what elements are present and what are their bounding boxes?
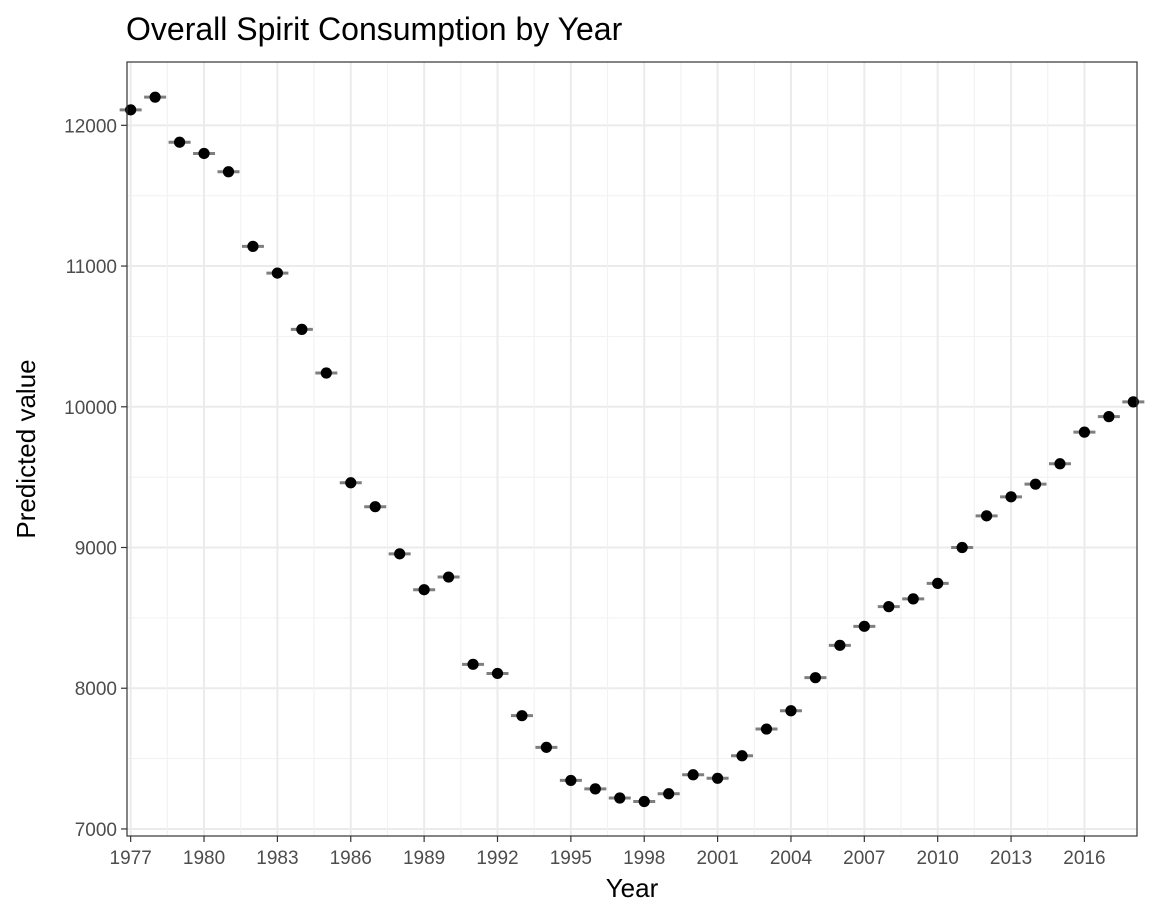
chart-title: Overall Spirit Consumption by Year [126,11,623,47]
data-point [1029,478,1042,490]
data-point [883,601,895,613]
data-point [1127,396,1139,408]
data-point [296,323,308,335]
y-tick-label: 10000 [64,398,117,419]
data-point [540,741,553,753]
x-tick-label: 2004 [770,848,813,869]
x-axis-title: Year [606,873,659,903]
x-tick-label: 2007 [843,848,885,869]
data-point [222,166,235,178]
y-axis-tick-labels: 7000 8000 9000 10000 11000 12000 [64,116,117,841]
x-tick-label: 2010 [917,848,959,869]
data-point [1054,458,1066,470]
data-points [125,91,1139,808]
data-point [320,367,332,379]
data-point [418,584,430,596]
axis-ticks [121,124,1086,842]
y-tick-label: 9000 [75,539,117,560]
data-point [149,91,161,103]
x-tick-label: 1977 [110,848,152,869]
data-point [711,772,724,784]
data-point [516,710,528,722]
data-point [736,750,748,762]
y-axis-title: Predicted value [11,359,41,538]
data-point [638,795,650,808]
y-tick-label: 12000 [64,116,117,137]
data-point [809,672,822,684]
grid [127,62,1137,836]
data-point [442,571,455,583]
x-tick-label: 2001 [696,848,738,869]
panel-border [126,61,1138,837]
data-point [760,723,773,735]
data-point [198,147,210,160]
data-point [785,705,797,717]
data-point [1078,426,1091,438]
x-tick-label: 1986 [330,848,372,869]
data-point [589,783,601,795]
x-tick-label: 1983 [256,848,298,869]
data-point [981,510,993,522]
data-point [271,267,283,279]
data-point [394,548,406,560]
data-point [369,501,381,513]
data-point [834,639,846,651]
data-point [491,667,504,680]
y-tick-label: 8000 [75,679,117,700]
x-tick-label: 1989 [403,848,445,869]
data-point [614,792,626,804]
data-point [173,136,186,148]
x-tick-label: 1998 [623,848,665,869]
data-point [956,541,968,554]
x-tick-label: 2013 [990,848,1032,869]
data-point [247,240,259,252]
x-tick-label: 2016 [1063,848,1105,869]
x-axis-tick-labels: 1977 1980 1983 1986 1989 1992 1995 1998 2001 2004… [110,848,1106,869]
data-point [663,788,675,800]
data-point [858,620,870,632]
data-point [125,104,137,116]
data-point [345,477,357,489]
data-point [687,769,699,781]
data-point [1005,491,1017,503]
x-tick-label: 1992 [476,848,518,869]
y-tick-label: 7000 [75,820,117,841]
data-point [467,658,479,670]
data-point [565,774,577,787]
x-tick-label: 1995 [550,848,592,869]
data-point [907,593,919,605]
x-tick-label: 1980 [183,848,225,869]
data-point [932,577,944,589]
data-point [1103,411,1115,423]
y-tick-label: 11000 [66,257,117,278]
